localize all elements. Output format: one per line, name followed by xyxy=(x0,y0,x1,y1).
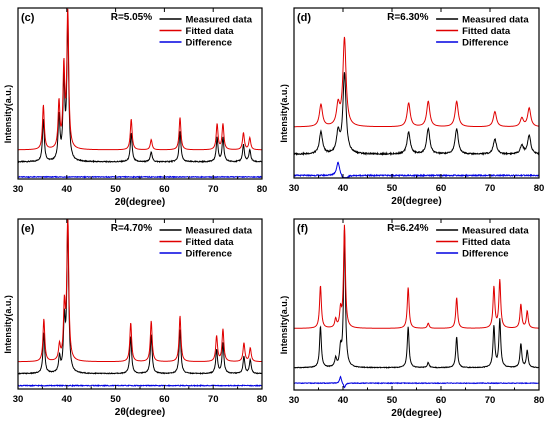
legend-label-fitted: Fitted data xyxy=(186,237,235,248)
panel-label: (c) xyxy=(21,12,35,24)
panel-c: 30 40 50 60 70 80 2θ(degree) Intensity(a.u.) (c)… xyxy=(3,7,268,208)
x-tick-label: 70 xyxy=(485,183,496,194)
x-tick-label: 30 xyxy=(13,394,24,405)
x-tick-label: 30 xyxy=(13,184,24,195)
legend-label-measured: Measured data xyxy=(186,226,253,237)
x-axis-label: 2θ(degree) xyxy=(391,196,441,207)
series-line-measured xyxy=(293,229,540,369)
x-tick-label: 30 xyxy=(289,395,300,406)
x-tick-label: 40 xyxy=(62,184,73,195)
series-line-fitted xyxy=(17,219,263,363)
x-tick-label: 50 xyxy=(110,394,121,405)
y-axis-label: Intensity(a.u.) xyxy=(3,295,13,354)
x-axis-label: 2θ(degree) xyxy=(115,407,165,418)
series-line-fitted xyxy=(18,8,263,151)
x-tick-label: 50 xyxy=(387,395,398,406)
x-tick-label: 30 xyxy=(289,183,300,194)
x-tick-label: 70 xyxy=(485,395,496,406)
series-line-diff xyxy=(293,161,540,179)
x-tick-label: 80 xyxy=(257,394,268,405)
series-line-diff xyxy=(293,375,540,389)
legend-label-fitted: Fitted data xyxy=(462,237,511,248)
legend-label-diff: Difference xyxy=(186,249,232,260)
x-axis-label: 2θ(degree) xyxy=(115,197,165,208)
y-axis-label: Intensity(a.u.) xyxy=(279,84,289,143)
legend-label-measured: Measured data xyxy=(462,226,529,237)
x-tick-label: 60 xyxy=(436,183,447,194)
series-line-fitted xyxy=(294,224,540,329)
legend-label-diff: Difference xyxy=(462,249,508,260)
x-axis-label: 2θ(degree) xyxy=(391,408,441,419)
x-tick-label: 60 xyxy=(436,395,447,406)
x-tick-label: 80 xyxy=(534,395,545,406)
legend-label-fitted: Fitted data xyxy=(186,26,235,37)
series-line-measured xyxy=(293,72,540,157)
x-tick-label: 80 xyxy=(534,183,545,194)
panel-label: (f) xyxy=(297,223,308,235)
panel-d: 30 40 50 60 70 80 2θ(degree) Intensity(a.u.) (d)… xyxy=(279,7,545,207)
x-tick-label: 70 xyxy=(208,184,219,195)
r-factor-annotation: R=5.05% xyxy=(111,12,153,23)
legend-label-measured: Measured data xyxy=(186,15,253,26)
series-line-measured xyxy=(17,219,263,375)
legend-label-measured: Measured data xyxy=(462,15,529,26)
x-tick-label: 50 xyxy=(387,183,398,194)
x-tick-label: 60 xyxy=(159,394,170,405)
r-factor-annotation: R=6.24% xyxy=(387,223,429,234)
y-axis-label: Intensity(a.u.) xyxy=(279,296,289,355)
x-tick-label: 70 xyxy=(208,394,219,405)
x-tick-label: 40 xyxy=(338,183,349,194)
series-line-diff xyxy=(17,384,263,388)
x-tick-label: 40 xyxy=(62,394,73,405)
r-factor-annotation: R=6.30% xyxy=(387,12,429,23)
panel-label: (d) xyxy=(297,12,311,24)
legend-label-diff: Difference xyxy=(462,38,508,49)
panel-label: (e) xyxy=(21,223,35,235)
legend-label-fitted: Fitted data xyxy=(462,26,511,37)
x-tick-label: 60 xyxy=(159,184,170,195)
x-tick-label: 40 xyxy=(338,395,349,406)
series-line-fitted xyxy=(294,36,540,128)
x-tick-label: 50 xyxy=(110,184,121,195)
r-factor-annotation: R=4.70% xyxy=(111,223,153,234)
y-axis-label: Intensity(a.u.) xyxy=(3,85,13,144)
panel-f: 30 40 50 60 70 80 2θ(degree) Intensity(a.u.) (f)… xyxy=(279,218,545,419)
legend-label-diff: Difference xyxy=(186,38,232,49)
panel-e: 30 40 50 60 70 80 2θ(degree) Intensity(a.u.) (e)… xyxy=(3,218,268,418)
x-tick-label: 80 xyxy=(257,184,268,195)
